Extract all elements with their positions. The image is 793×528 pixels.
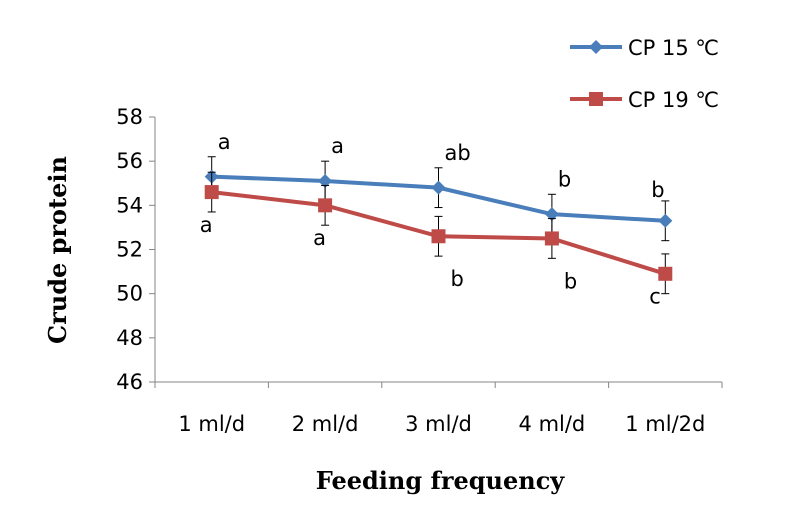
legend-marker <box>589 40 603 54</box>
data-point <box>318 174 333 189</box>
x-tick-label: 1 ml/d <box>178 412 245 436</box>
y-tick-label: 58 <box>116 105 143 129</box>
data-point <box>544 231 559 246</box>
significance-label: ab <box>445 141 471 165</box>
legend-marker <box>589 92 603 106</box>
significance-label: b <box>564 269 577 293</box>
data-point <box>318 198 333 213</box>
data-point <box>204 185 219 200</box>
significance-label: a <box>200 213 213 237</box>
legend-item-2: CP 19 ℃ <box>570 88 719 112</box>
significance-label: b <box>651 178 664 202</box>
y-tick-label: 46 <box>116 370 143 394</box>
y-tick-label: 54 <box>116 193 143 217</box>
series-1: a a ab b b <box>204 130 673 242</box>
x-tick-label: 2 ml/d <box>292 412 359 436</box>
axes: 46 48 50 52 54 56 58 1 ml/d 2 ml/d 3 ml/d 4 ml/d 1 … <box>116 105 723 436</box>
series-2: a a b b c <box>200 171 673 309</box>
y-tick-label: 52 <box>116 238 143 262</box>
y-tick-label: 50 <box>116 282 143 306</box>
y-tick-label: 56 <box>116 149 143 173</box>
legend: CP 15 ℃ CP 19 ℃ <box>570 36 719 112</box>
significance-label: b <box>451 267 464 291</box>
legend-label: CP 15 ℃ <box>628 36 719 60</box>
data-point <box>544 207 559 222</box>
x-tick-label: 3 ml/d <box>405 412 472 436</box>
significance-label: b <box>558 167 571 191</box>
data-point <box>658 213 673 228</box>
y-axis-title: Crude protein <box>43 156 72 344</box>
x-axis-title: Feeding frequency <box>316 466 566 495</box>
significance-label: a <box>331 134 344 158</box>
legend-label: CP 19 ℃ <box>628 88 719 112</box>
data-point <box>431 229 446 244</box>
data-point <box>431 180 446 195</box>
y-tick-label: 48 <box>116 326 143 350</box>
x-tick-label: 1 ml/2d <box>625 412 705 436</box>
significance-label: c <box>649 285 661 309</box>
significance-label: a <box>218 130 231 154</box>
data-point <box>658 266 673 281</box>
x-tick-label: 4 ml/d <box>519 412 586 436</box>
legend-item-1: CP 15 ℃ <box>570 36 719 60</box>
significance-label: a <box>313 226 326 250</box>
